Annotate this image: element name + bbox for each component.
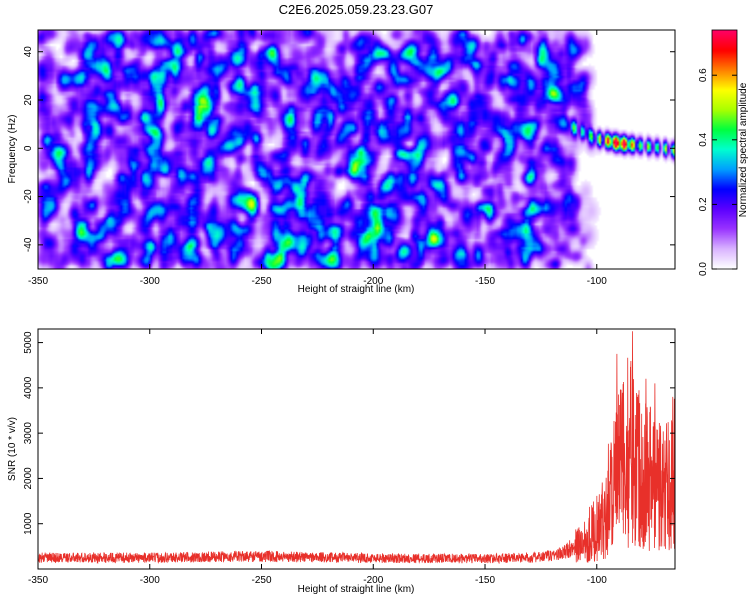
x-tick-label: -250 [252, 575, 272, 586]
spectrogram-frame [37, 29, 676, 270]
colorbar-tick-label: 0.4 [698, 132, 709, 146]
x-tick-label: -200 [363, 276, 383, 287]
y-tick-label: 20 [23, 94, 34, 106]
chart-title: C2E6.2025.059.23.23.G07 [279, 2, 434, 17]
spectrogram-y-label: Frequency (Hz) [7, 115, 18, 184]
x-tick-label: -350 [28, 276, 48, 287]
y-tick-label: 1000 [23, 512, 34, 535]
colorbar-ticks: 0.0 0.2 0.4 0.6 [698, 68, 737, 276]
x-tick-label: -150 [475, 276, 495, 287]
x-tick-label: -300 [140, 276, 160, 287]
x-tick-label: -250 [252, 276, 272, 287]
y-tick-label: -20 [23, 189, 34, 204]
colorbar: 0.0 0.2 0.4 0.6 Normalized spectral amplitu… [698, 29, 749, 276]
x-tick-label: -150 [475, 575, 495, 586]
colorbar-tick-label: 0.6 [698, 68, 709, 82]
colorbar-tick-label: 0.2 [698, 197, 709, 211]
colorbar-frame [711, 29, 738, 270]
snr-panel: -350 -300 -250 -200 -150 -100 1000 2000 3000 400… [7, 328, 676, 595]
x-tick-label: -350 [28, 575, 48, 586]
y-tick-label: -40 [23, 237, 34, 252]
x-tick-label: -100 [587, 575, 607, 586]
snr-y-label: SNR (10 * v/v) [7, 417, 18, 481]
x-tick-label: -300 [140, 575, 160, 586]
spectrogram-x-label: Height of straight line (km) [298, 284, 415, 295]
colorbar-gradient [712, 30, 737, 269]
spectrogram-x-ticks: -350 -300 -250 -200 -150 -100 [28, 30, 607, 287]
spectrogram-image [38, 30, 675, 269]
spectrogram-panel: -350 -300 -250 -200 -150 -100 40 20 0 -20 -40 Hei… [7, 29, 676, 295]
snr-series-line [37, 331, 676, 565]
colorbar-tick-label: 0.0 [698, 262, 709, 276]
x-tick-label: -100 [587, 276, 607, 287]
y-tick-label: 0 [23, 145, 34, 151]
colorbar-label: Normalized spectral amplitude [738, 82, 749, 217]
snr-y-ticks: 1000 2000 3000 4000 5000 [23, 331, 675, 535]
x-tick-label: -200 [363, 575, 383, 586]
y-tick-label: 40 [23, 46, 34, 58]
y-tick-label: 3000 [23, 422, 34, 445]
snr-frame [37, 328, 676, 570]
y-tick-label: 5000 [23, 331, 34, 354]
snr-x-ticks: -350 -300 -250 -200 -150 -100 [28, 329, 607, 586]
snr-x-label: Height of straight line (km) [298, 584, 415, 595]
y-tick-label: 2000 [23, 467, 34, 490]
y-tick-label: 4000 [23, 376, 34, 399]
spectrogram-y-ticks: 40 20 0 -20 -40 [23, 46, 675, 252]
